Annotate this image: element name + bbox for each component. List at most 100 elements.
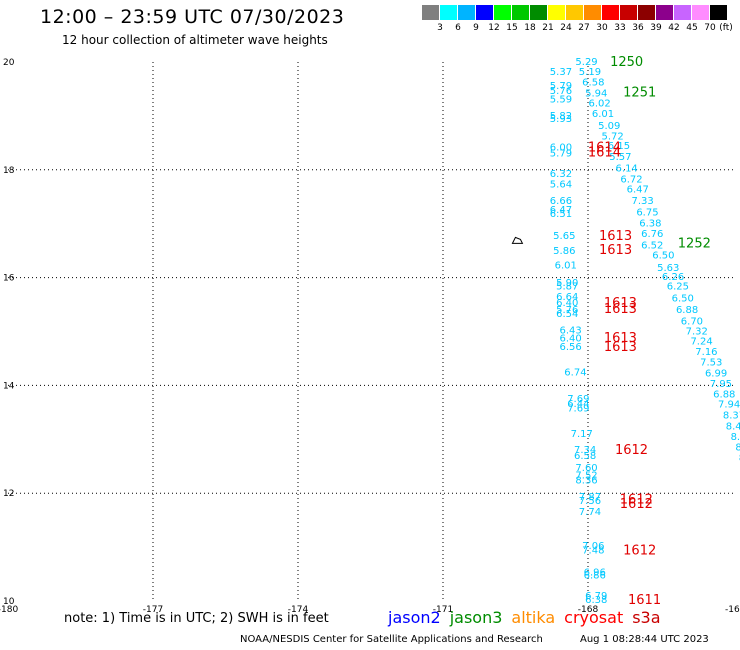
timestamp: Aug 1 08:28:44 UTC 2023 <box>580 634 709 645</box>
wave-height-value: 6.52 <box>641 241 663 252</box>
wave-height-value: 6.44 <box>567 399 589 410</box>
wave-height-value: 6.79 <box>585 591 607 602</box>
wave-height-value: 6.38 <box>585 595 607 606</box>
wave-height-value: 5.93 <box>550 114 572 125</box>
pass-time-label: 1612 <box>623 543 656 558</box>
pass-time-label: 1613 <box>604 302 637 317</box>
y-tick-label: 16 <box>3 274 15 284</box>
scale-label: 30 <box>596 23 608 33</box>
scale-label: 36 <box>632 23 644 33</box>
wave-height-value: 7.69 <box>567 403 589 414</box>
wave-height-value: 5.87 <box>556 282 578 293</box>
scale-swatch <box>566 5 583 20</box>
x-tick-label: -177 <box>143 605 163 615</box>
wave-height-value: 7.33 <box>631 196 653 207</box>
wave-height-value: 6.01 <box>592 109 614 120</box>
wave-height-value: 5.79 <box>550 149 572 160</box>
wave-height-value: 6.66 <box>550 196 572 207</box>
wave-height-value: 8.73 <box>739 453 740 464</box>
wave-height-value: 7.34 <box>574 445 596 456</box>
wave-height-value: 7.48 <box>582 545 604 556</box>
scale-swatch <box>602 5 619 20</box>
scale-label: 15 <box>506 23 518 33</box>
wave-height-value: 5.37 <box>550 67 572 78</box>
scale-label: 12 <box>488 23 500 33</box>
pass-time-label: 1613 <box>604 331 637 346</box>
wave-height-value: 6.51 <box>550 209 572 220</box>
wave-height-value: 5.59 <box>550 95 572 106</box>
wave-height-value: 5.76 <box>556 305 578 316</box>
wave-height-value: 7.52 <box>575 470 597 481</box>
wave-height-value: 8.37 <box>723 411 740 422</box>
wave-height-value: 6.54 <box>556 309 578 320</box>
wave-height-value: 6.96 <box>584 567 606 578</box>
mission-jason2: jason2 <box>388 608 441 627</box>
y-tick-label: 12 <box>3 489 14 499</box>
wave-height-value: 6.50 <box>652 250 674 261</box>
scale-swatch <box>710 5 727 20</box>
pass-time-label: 1613 <box>599 243 632 258</box>
pass-time-label: 1614 <box>588 141 621 156</box>
mission-s3a: s3a <box>632 608 661 627</box>
wave-height-value: 6.74 <box>564 367 586 378</box>
scale-label: 39 <box>650 23 662 33</box>
scale-label: 18 <box>524 23 536 33</box>
mission-cryosat: cryosat <box>564 608 624 627</box>
wave-height-value: 6.01 <box>555 261 577 272</box>
scale-swatch <box>674 5 691 20</box>
wave-height-value: 7.94 <box>718 400 740 411</box>
mission-legend: jason2 jason3 altika cryosat s3a <box>388 608 670 627</box>
scale-label: 70 <box>704 23 716 33</box>
scale-swatch <box>458 5 475 20</box>
wave-height-value: 6.86 <box>584 571 606 582</box>
wave-height-value: 7.69 <box>567 394 589 405</box>
x-tick-label: -168 <box>578 605 599 615</box>
wave-height-value: 6.99 <box>705 368 727 379</box>
wave-height-value: 7.56 <box>579 496 601 507</box>
scale-swatch <box>512 5 529 20</box>
pass-time-label: 1612 <box>620 493 653 508</box>
wave-height-value: 7.24 <box>690 337 712 348</box>
pass-time-label: 1611 <box>628 593 661 608</box>
wave-height-value: 7.87 <box>579 492 601 503</box>
wave-height-value: 8.52 <box>731 432 740 443</box>
wave-height-value: 7.60 <box>575 463 597 474</box>
scale-label: 42 <box>668 23 680 33</box>
wave-height-value: 5.65 <box>553 231 575 242</box>
x-tick-label: -16 <box>725 605 740 615</box>
wave-height-value: 6.14 <box>616 164 638 175</box>
wave-height-value: 6.47 <box>627 185 649 196</box>
island-outline <box>511 236 524 244</box>
wave-height-value: 6.58 <box>574 451 596 462</box>
wave-height-value: 6.64 <box>556 292 578 303</box>
scale-label: 21 <box>542 23 554 33</box>
scale-swatch <box>638 5 655 20</box>
wave-height-value: 8.45 <box>735 442 740 453</box>
wave-height-value: 5.09 <box>598 121 620 132</box>
scale-swatch <box>494 5 511 20</box>
scale-label: 33 <box>614 23 626 33</box>
scale-swatch <box>584 5 601 20</box>
altimeter-tracks: 5.375.795.765.595.825.936.005.796.325.64… <box>550 57 740 606</box>
wave-height-value: 7.32 <box>686 326 708 337</box>
wave-height-value: 5.57 <box>609 152 631 163</box>
scale-label: 27 <box>578 23 590 33</box>
wave-height-value: 6.25 <box>667 282 689 293</box>
y-tick-label: 10 <box>3 597 15 607</box>
pass-time-label: 1251 <box>623 86 656 101</box>
wave-height-value: 6.43 <box>559 325 581 336</box>
mission-altika: altika <box>511 608 556 627</box>
scale-label: 24 <box>560 23 572 33</box>
wave-height-value: 6.56 <box>559 342 581 353</box>
wave-height-value: 7.95 <box>710 379 732 390</box>
wave-height-value: 5.79 <box>550 81 572 92</box>
wave-height-value: 6.50 <box>672 294 694 305</box>
scale-swatch <box>530 5 547 20</box>
wave-height-value: 6.72 <box>620 174 642 185</box>
y-tick-label: 20 <box>3 58 15 68</box>
scale-label: 3 <box>437 23 443 33</box>
pass-time-label: 1613 <box>604 296 637 311</box>
time-labels: 1250125112521161416141613161316131613161… <box>588 55 711 608</box>
